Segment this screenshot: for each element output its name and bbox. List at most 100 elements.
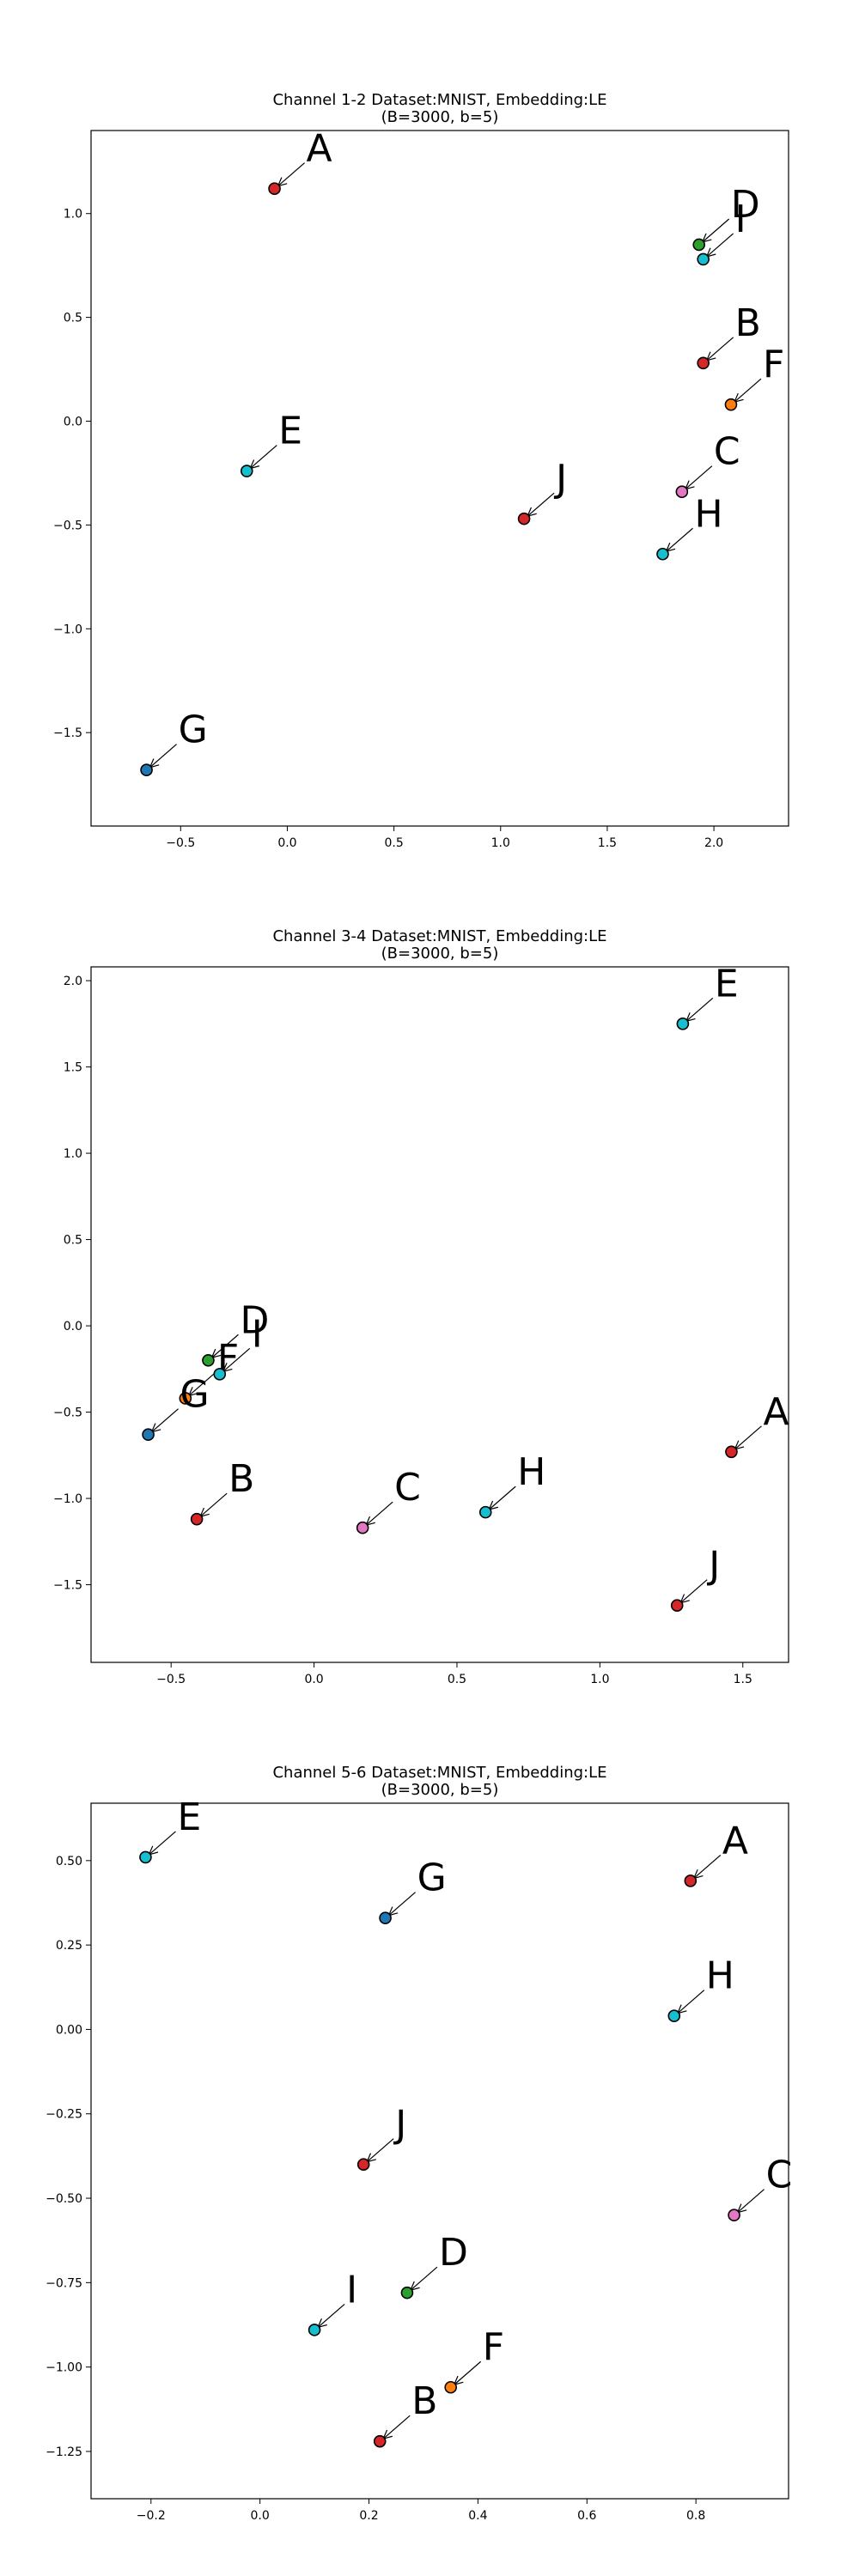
- data-point-B: [697, 356, 710, 370]
- point-label: E: [715, 962, 739, 1005]
- annotation-arrow: [706, 233, 734, 258]
- data-point-I: [213, 1368, 227, 1381]
- annotation-arrow: [151, 1408, 179, 1433]
- chart-subtitle: (B=3000, b=5): [381, 108, 499, 126]
- annotation-arrow: [734, 1425, 762, 1450]
- point-label: G: [180, 1373, 210, 1417]
- data-point-F: [444, 2380, 457, 2394]
- point-label: I: [346, 2268, 357, 2312]
- data-point-G: [379, 1911, 392, 1924]
- data-point-D: [692, 238, 706, 252]
- data-point-E: [240, 465, 253, 477]
- x-tick-label: 0.0: [251, 2509, 270, 2523]
- data-point-A: [725, 1445, 738, 1459]
- point-label: H: [694, 492, 722, 536]
- x-tick-label: 1.5: [734, 1673, 752, 1686]
- annotation-arrow: [365, 1501, 393, 1526]
- data-point-I: [697, 252, 710, 266]
- data-point-H: [667, 2009, 681, 2023]
- y-tick-label: 1.5: [64, 1061, 82, 1075]
- y-tick-label: 0.00: [56, 2023, 82, 2037]
- point-label: D: [439, 2231, 468, 2275]
- data-point-J: [356, 2158, 370, 2172]
- point-label: I: [735, 197, 746, 241]
- y-tick-label: −1.5: [53, 726, 82, 740]
- annotation-arrow: [277, 162, 305, 187]
- annotation-arrow: [454, 2360, 482, 2385]
- y-tick-label: 0.5: [64, 312, 82, 325]
- point-label: G: [417, 1856, 447, 1900]
- point-label: J: [706, 1544, 720, 1588]
- data-point-H: [478, 1505, 492, 1519]
- annotation-arrow: [679, 1579, 708, 1604]
- data-point-C: [356, 1521, 369, 1534]
- point-label: E: [177, 1795, 201, 1839]
- y-tick-label: −0.75: [46, 2276, 82, 2290]
- plot-area: [90, 1802, 789, 2500]
- annotation-arrow: [527, 492, 555, 517]
- annotation-arrow: [488, 1485, 516, 1510]
- chart-panel-1: Channel 1-2 Dataset:MNIST, Embedding:LE(…: [53, 91, 789, 850]
- data-point-C: [675, 485, 689, 499]
- point-label: B: [735, 301, 761, 345]
- y-tick-label: 0.5: [64, 1234, 82, 1248]
- x-tick-label: 0.0: [277, 836, 296, 850]
- point-label: A: [763, 1390, 789, 1434]
- data-point-D: [400, 2286, 414, 2300]
- annotation-arrow: [685, 465, 713, 490]
- x-tick-label: 0.4: [468, 2509, 487, 2523]
- data-point-H: [656, 547, 669, 561]
- annotation-arrow: [317, 2303, 345, 2328]
- annotation-arrow: [410, 2266, 438, 2291]
- data-point-B: [190, 1512, 204, 1526]
- x-tick-label: 1.0: [590, 1673, 609, 1686]
- annotation-arrow: [734, 378, 762, 403]
- point-label: B: [228, 1457, 254, 1501]
- chart-subtitle: (B=3000, b=5): [381, 945, 499, 963]
- chart-title: Channel 1-2 Dataset:MNIST, Embedding:LE: [272, 91, 606, 109]
- point-label: A: [722, 1819, 748, 1862]
- point-label: D: [240, 1298, 269, 1342]
- x-tick-label: 0.5: [448, 1673, 466, 1686]
- annotation-arrow: [693, 1854, 722, 1879]
- x-tick-label: 0.0: [304, 1673, 323, 1686]
- point-label: J: [553, 457, 567, 501]
- annotation-arrow: [685, 997, 714, 1022]
- point-label: C: [714, 430, 740, 474]
- point-label: B: [411, 2379, 437, 2423]
- chart-subtitle: (B=3000, b=5): [381, 1781, 499, 1799]
- y-tick-label: 0.0: [64, 1320, 82, 1334]
- y-tick-label: −0.25: [46, 2108, 82, 2122]
- y-tick-label: −0.50: [46, 2192, 82, 2206]
- annotation-arrow: [249, 445, 277, 469]
- point-label: F: [763, 343, 784, 386]
- y-tick-label: 1.0: [64, 208, 82, 222]
- data-point-J: [670, 1599, 684, 1612]
- annotation-arrow: [666, 527, 693, 552]
- annotation-arrow: [149, 744, 177, 769]
- y-tick-label: 0.25: [56, 1939, 82, 1953]
- plot-area: [90, 130, 789, 827]
- y-tick-label: −1.00: [46, 2361, 82, 2375]
- annotation-arrow: [366, 2138, 394, 2163]
- data-point-D: [202, 1353, 215, 1367]
- plot-area: [90, 966, 789, 1663]
- x-tick-label: −0.2: [137, 2509, 166, 2523]
- y-tick-label: −1.0: [53, 1492, 82, 1506]
- data-point-A: [684, 1874, 698, 1887]
- point-label: J: [393, 2103, 406, 2147]
- data-point-F: [179, 1392, 192, 1405]
- x-tick-label: 0.6: [577, 2509, 596, 2523]
- annotation-arrow: [388, 1892, 416, 1917]
- annotation-arrow: [677, 1990, 705, 2014]
- chart-title: Channel 5-6 Dataset:MNIST, Embedding:LE: [272, 1764, 606, 1782]
- y-tick-label: 2.0: [64, 975, 82, 988]
- annotation-arrow: [382, 2415, 411, 2439]
- data-point-B: [373, 2434, 387, 2448]
- point-label: C: [766, 2154, 793, 2197]
- data-point-G: [140, 763, 153, 777]
- annotation-arrow: [222, 1347, 251, 1372]
- data-point-C: [728, 2208, 740, 2222]
- x-tick-label: 0.5: [384, 836, 403, 850]
